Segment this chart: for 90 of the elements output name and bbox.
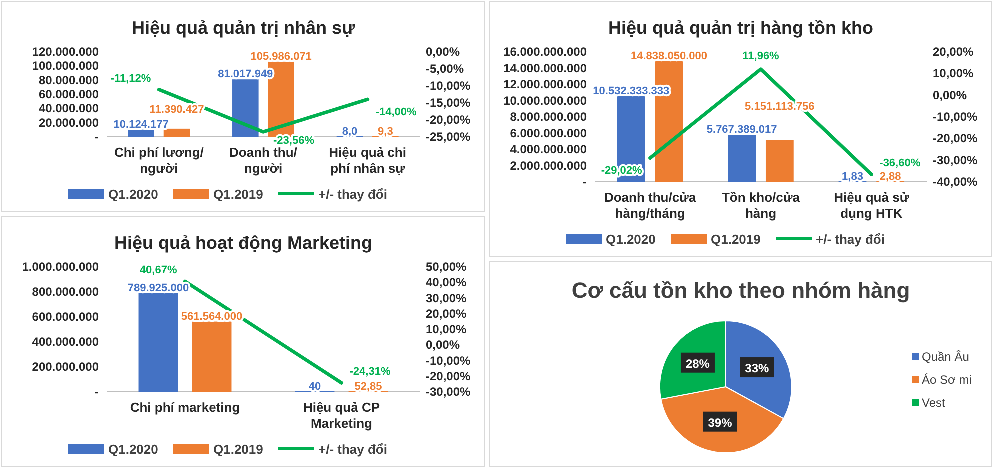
y-tick-label: 2.000.000.000 — [510, 158, 588, 173]
y-tick-label: 100.000.000 — [32, 59, 100, 74]
y-tick-label: 16.000.000.000 — [504, 45, 588, 59]
y2-tick-label: 20,00% — [426, 306, 468, 321]
y-tick-label: 6.000.000.000 — [510, 126, 588, 140]
data-label: -36,60% — [880, 158, 921, 170]
y-tick-label: 8.000.000.000 — [510, 110, 588, 124]
data-label: 1,83 — [842, 171, 864, 183]
y2-tick-label: 0,00% — [426, 338, 460, 352]
data-label: 28% — [686, 356, 710, 371]
y-tick-label: 80.000.000 — [38, 73, 100, 88]
chart-title: Hiệu quả quản trị hàng tồn kho — [608, 18, 874, 38]
x-tick-label: Tồn kho/cửa hàng — [722, 190, 801, 221]
y2-tick-label: -30,00% — [933, 153, 978, 168]
data-label: 789.925.000 — [128, 282, 190, 294]
data-label: 105.986.071 — [250, 50, 312, 63]
y2-tick-label: -40,00% — [933, 175, 978, 189]
legend-label: Q1.2019 — [214, 187, 264, 202]
chart-title: Cơ cấu tồn kho theo nhóm hàng — [572, 278, 910, 303]
x-tick-label: Chi phí marketing — [130, 400, 240, 415]
x-tick-label: Hiệu quả CP Marketing — [303, 400, 380, 431]
legend-label: +/- thay đổi — [816, 232, 885, 247]
data-label: 2,88 — [880, 171, 902, 183]
y-tick-label: - — [95, 130, 99, 144]
y2-tick-label: -5,00% — [426, 62, 464, 76]
y2-tick-label: -10,00% — [426, 79, 472, 93]
x-tick-label: Doanh thu/cửa hàng/tháng — [604, 190, 697, 221]
legend-label: Q1.2019 — [711, 232, 761, 247]
y-tick-label: 20.000.000 — [38, 116, 100, 130]
data-label: -11,12% — [110, 72, 152, 85]
data-label: 8,0 — [342, 126, 358, 138]
y2-tick-label: 50,00% — [426, 260, 468, 274]
data-label: 33% — [745, 362, 770, 376]
data-label: 9,3 — [378, 126, 394, 138]
y-tick-label: 40.000.000 — [38, 102, 100, 116]
x-tick-label: Doanh thu/ người — [230, 145, 298, 176]
chart-title: Hiệu quả hoạt động Marketing — [114, 233, 373, 253]
y2-tick-label: -20,00% — [426, 113, 472, 127]
legend-label: Q1.2020 — [108, 187, 158, 202]
y2-tick-label: 10,00% — [933, 66, 974, 81]
data-label: 40,67% — [140, 264, 178, 277]
chart-title: Hiệu quả quản trị nhân sự — [132, 18, 356, 38]
y2-tick-label: 10,00% — [426, 322, 468, 336]
data-label: 11.390.427 — [150, 104, 204, 116]
y2-tick-label: -15,00% — [426, 96, 472, 110]
data-label: 5.767.389.017 — [706, 124, 778, 136]
y-tick-label: 10.000.000.000 — [504, 94, 588, 108]
y2-tick-label: -25,00% — [426, 130, 472, 144]
y2-tick-label: 30,00% — [426, 291, 468, 306]
y2-tick-label: -10,00% — [933, 110, 978, 124]
legend-label: +/- thay đổi — [318, 187, 388, 202]
data-label: 14.838.050.000 — [631, 50, 708, 62]
y-tick-label: 14.000.000.000 — [504, 61, 588, 76]
y-tick-label: - — [583, 175, 587, 189]
y-tick-label: 600.000.000 — [32, 310, 100, 324]
y-tick-label: 120.000.000 — [32, 45, 100, 59]
legend-label: Quần Âu — [922, 350, 970, 364]
data-label: 10.124.177 — [114, 118, 169, 131]
y-tick-label: - — [95, 385, 99, 399]
data-label: 11,96% — [742, 50, 780, 62]
data-label: 39% — [708, 416, 733, 430]
legend-label: Q1.2019 — [214, 442, 264, 457]
y-tick-label: 1.000.000.000 — [22, 260, 100, 274]
legend-label: Vest — [922, 396, 946, 410]
y-tick-label: 800.000.000 — [32, 285, 100, 299]
data-label: 40 — [308, 381, 322, 393]
legend-label: +/- thay đổi — [318, 442, 388, 457]
y2-tick-label: -10,00% — [426, 354, 472, 368]
data-label: 52,85 — [354, 381, 382, 393]
y-tick-label: 200.000.000 — [32, 360, 100, 374]
x-tick-label: Hiệu quả sử dụng HTK — [834, 190, 910, 221]
x-tick-label: Chi phí lương/ người — [114, 145, 204, 176]
y-tick-label: 4.000.000.000 — [510, 142, 588, 156]
legend-label: Áo Sơ mi — [922, 373, 972, 387]
data-label: -14,00% — [376, 106, 418, 119]
y2-tick-label: 20,00% — [933, 45, 974, 59]
y2-tick-label: 0,00% — [933, 88, 968, 102]
y2-tick-label: 40,00% — [426, 276, 468, 290]
y2-tick-label: -30,00% — [426, 385, 472, 399]
data-label: -23,56% — [274, 135, 315, 148]
y-tick-label: 60.000.000 — [38, 88, 100, 102]
data-label: -24,31% — [350, 366, 391, 378]
legend-label: Q1.2020 — [606, 232, 656, 247]
y-tick-label: 400.000.000 — [32, 335, 100, 349]
legend-label: Q1.2020 — [108, 442, 158, 457]
y2-tick-label: -20,00% — [933, 132, 978, 146]
y-tick-label: 12.000.000.000 — [504, 78, 588, 92]
y2-tick-label: -20,00% — [426, 369, 472, 384]
x-tick-label: Hiệu quả chi phí nhân sự — [329, 145, 406, 176]
y2-tick-label: 0,00% — [426, 45, 460, 59]
